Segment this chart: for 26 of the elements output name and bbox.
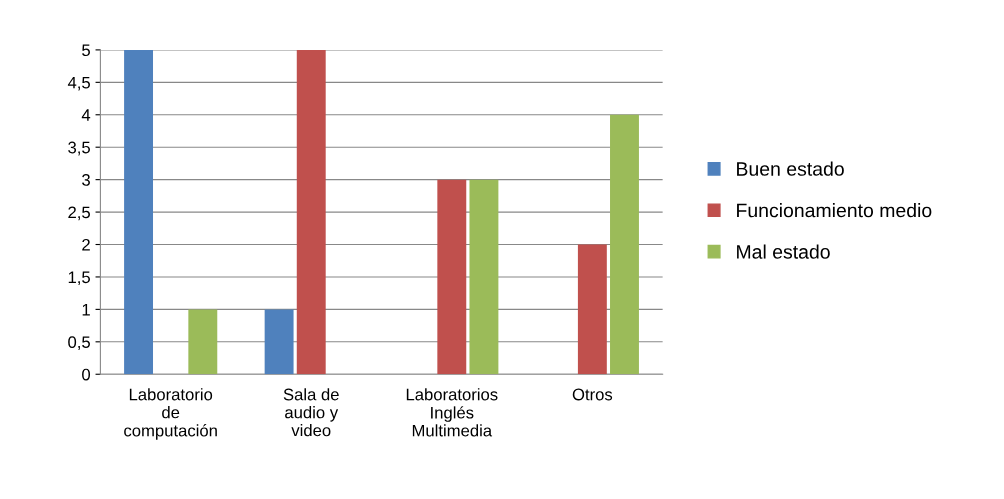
x-tick-label: Laboratorios Inglés Multimedia xyxy=(406,388,498,437)
y-tick-label: 4 xyxy=(81,109,91,121)
y-tick-label: 4,5 xyxy=(67,76,90,91)
y-tick-label: 0,5 xyxy=(68,336,90,350)
legend-label: Funcionamiento medio xyxy=(737,203,932,218)
bar xyxy=(469,179,499,375)
y-tick-label: 2 xyxy=(82,238,90,251)
y-tick-label: 5 xyxy=(82,44,90,57)
x-tick-label: Otros xyxy=(572,388,613,401)
y-tick-label: 3,5 xyxy=(68,141,90,156)
bar xyxy=(188,309,218,375)
bar xyxy=(437,179,467,375)
y-tick-label: 1 xyxy=(82,303,90,316)
legend-label: Mal estado xyxy=(737,244,830,259)
bar xyxy=(124,49,154,375)
bar xyxy=(296,49,326,375)
y-tick-label: 0 xyxy=(82,368,91,381)
bar xyxy=(577,244,607,375)
y-tick-label: 2,5 xyxy=(68,206,90,221)
x-tick-label: Sala de audio y video xyxy=(283,388,339,437)
bar xyxy=(610,114,639,375)
x-tick-label: Laboratorio de computación xyxy=(124,388,217,440)
legend-label: Buen estado xyxy=(737,161,844,176)
y-tick-label: 1,5 xyxy=(68,271,90,286)
bar xyxy=(264,309,294,375)
y-tick-label: 3 xyxy=(82,174,90,186)
